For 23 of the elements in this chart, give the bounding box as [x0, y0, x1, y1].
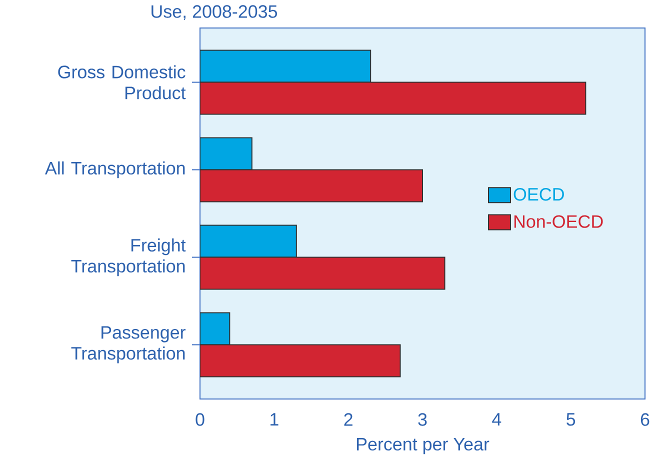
bar: [200, 224, 297, 258]
y-tick-label: Passenger Transportation: [71, 326, 186, 364]
bar: [200, 256, 446, 290]
x-tick-label: 0: [196, 413, 204, 426]
bar: [200, 312, 230, 346]
bar: [200, 50, 372, 83]
x-tick-label: 2: [344, 413, 352, 426]
x-tick-label: 5: [566, 413, 576, 426]
bar: [200, 82, 586, 115]
x-tick-label: 1: [270, 413, 278, 426]
x-tick-label: 3: [418, 413, 427, 426]
legend-label: Non-OECD: [514, 215, 603, 228]
y-tick-label: All Transportation: [44, 161, 185, 178]
legend-label: OECD: [514, 188, 564, 201]
y-tick-label: Freight Transportation: [71, 238, 186, 276]
x-tick-label: 6: [640, 413, 650, 426]
chart-title: Use, 2008-2035: [152, 5, 278, 20]
x-axis-title: Percent per Year: [357, 438, 490, 454]
bar: [200, 137, 252, 170]
bar: [200, 169, 424, 202]
x-tick-label: 4: [492, 413, 502, 426]
bar: [200, 344, 401, 378]
y-tick-label: Gross Domestic Product: [58, 65, 186, 100]
